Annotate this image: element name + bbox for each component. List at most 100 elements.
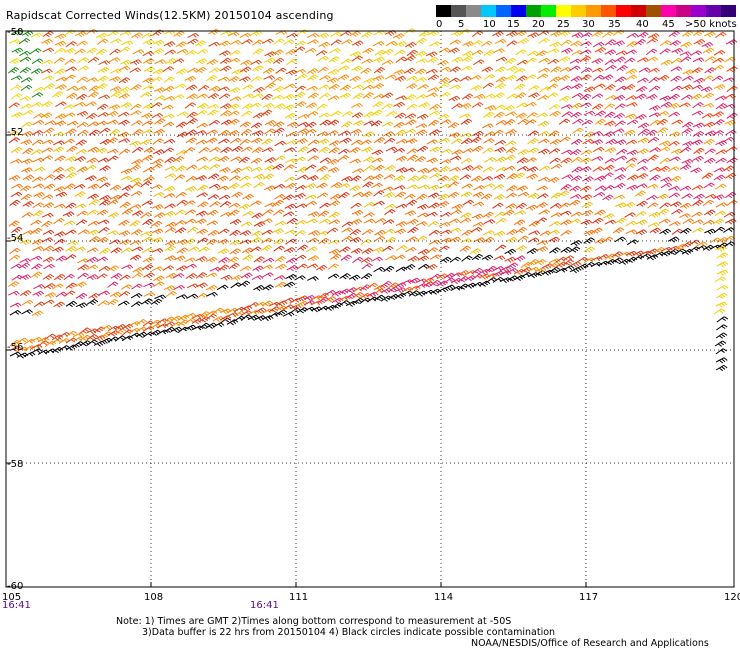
wind-barb xyxy=(238,203,251,210)
wind-barb xyxy=(86,77,98,83)
wind-barb xyxy=(142,218,154,226)
wind-barb xyxy=(185,263,197,269)
wind-barb xyxy=(262,209,274,216)
wind-barb xyxy=(415,123,428,129)
wind-barb xyxy=(238,280,251,287)
wind-barb xyxy=(425,263,438,271)
wind-barb xyxy=(251,212,264,219)
wind-barb xyxy=(75,139,88,146)
wind-barb xyxy=(384,203,396,210)
wind-barb xyxy=(395,56,408,63)
wind-barb xyxy=(283,247,296,254)
wind-barb xyxy=(555,267,568,274)
wind-barb xyxy=(449,227,462,233)
wind-barb xyxy=(96,176,109,183)
wind-barb xyxy=(272,57,285,64)
wind-barb xyxy=(121,40,134,46)
wind-barb xyxy=(681,248,694,256)
wind-barb xyxy=(228,76,240,83)
wind-barb xyxy=(404,210,417,217)
wind-barb xyxy=(603,164,615,171)
wind-barb xyxy=(404,67,416,74)
wind-barb xyxy=(625,113,637,120)
wind-barb xyxy=(129,164,142,171)
wind-barb xyxy=(383,137,396,145)
wind-barb xyxy=(16,337,29,344)
wind-barb xyxy=(648,85,661,92)
wind-barb xyxy=(107,30,119,37)
wind-barb xyxy=(527,147,540,154)
lon-tick-label: 120 xyxy=(724,592,740,603)
wind-barb xyxy=(616,148,628,155)
wind-barb xyxy=(208,28,220,36)
wind-barb xyxy=(363,218,376,224)
wind-barb xyxy=(64,166,76,173)
wind-barb xyxy=(506,30,518,38)
wind-barb xyxy=(21,299,34,306)
wind-barb xyxy=(151,113,164,119)
wind-barb xyxy=(186,111,198,119)
wind-barb xyxy=(480,193,493,200)
wind-barb xyxy=(229,49,241,56)
wind-barb xyxy=(140,212,152,219)
wind-barb xyxy=(274,140,287,147)
wind-barb xyxy=(319,75,331,81)
wind-barb xyxy=(22,109,35,116)
wind-barb xyxy=(471,267,484,275)
wind-barb xyxy=(330,39,342,46)
wind-barb xyxy=(404,55,416,62)
wind-barb xyxy=(649,227,662,234)
wind-barb xyxy=(394,75,407,82)
wind-barb xyxy=(527,50,539,57)
wind-barb xyxy=(613,112,625,120)
wind-barb xyxy=(341,227,354,233)
wind-barb xyxy=(20,193,33,201)
wind-barb xyxy=(164,255,177,262)
legend-swatch xyxy=(586,5,601,17)
wind-barb xyxy=(253,284,265,292)
wind-barb xyxy=(527,138,539,145)
wind-barb xyxy=(153,275,165,282)
wind-barb xyxy=(626,102,638,107)
wind-barb xyxy=(602,172,614,179)
wind-barb xyxy=(250,122,263,129)
wind-barb xyxy=(339,84,352,91)
wind-barb xyxy=(405,246,417,253)
wind-barb xyxy=(350,218,363,225)
wind-barb xyxy=(712,218,725,225)
wind-barb xyxy=(572,127,584,134)
wind-barb xyxy=(570,211,583,217)
wind-barb xyxy=(315,264,328,272)
wind-barb xyxy=(385,146,398,152)
wind-barb xyxy=(546,92,559,99)
wind-barb xyxy=(525,157,537,164)
wind-barb xyxy=(712,64,725,71)
wind-barb xyxy=(86,209,99,216)
wind-barb xyxy=(526,173,538,180)
wind-barb xyxy=(394,254,406,261)
wind-barb xyxy=(591,156,604,161)
wind-barb xyxy=(165,291,177,298)
wind-barb xyxy=(307,155,319,162)
wind-barb xyxy=(108,57,121,63)
wind-barb xyxy=(43,299,55,306)
wind-barb xyxy=(691,110,704,116)
wind-barb xyxy=(217,76,230,82)
wind-barb xyxy=(570,102,583,109)
wind-barb xyxy=(682,121,694,128)
wind-barb xyxy=(503,165,516,171)
wind-barb xyxy=(329,47,341,54)
wind-barb xyxy=(177,319,189,327)
lat-tick-label: -58 xyxy=(7,459,23,470)
wind-barb xyxy=(163,285,176,292)
wind-barb xyxy=(374,217,387,224)
wind-barb xyxy=(262,284,274,291)
wind-barb xyxy=(294,85,307,92)
wind-barb xyxy=(163,186,176,193)
wind-barb xyxy=(704,130,717,137)
wind-barb xyxy=(415,129,428,136)
wind-barb xyxy=(152,48,165,55)
wind-barb xyxy=(128,327,141,334)
wind-barb xyxy=(207,173,220,180)
wind-barb xyxy=(614,56,626,63)
